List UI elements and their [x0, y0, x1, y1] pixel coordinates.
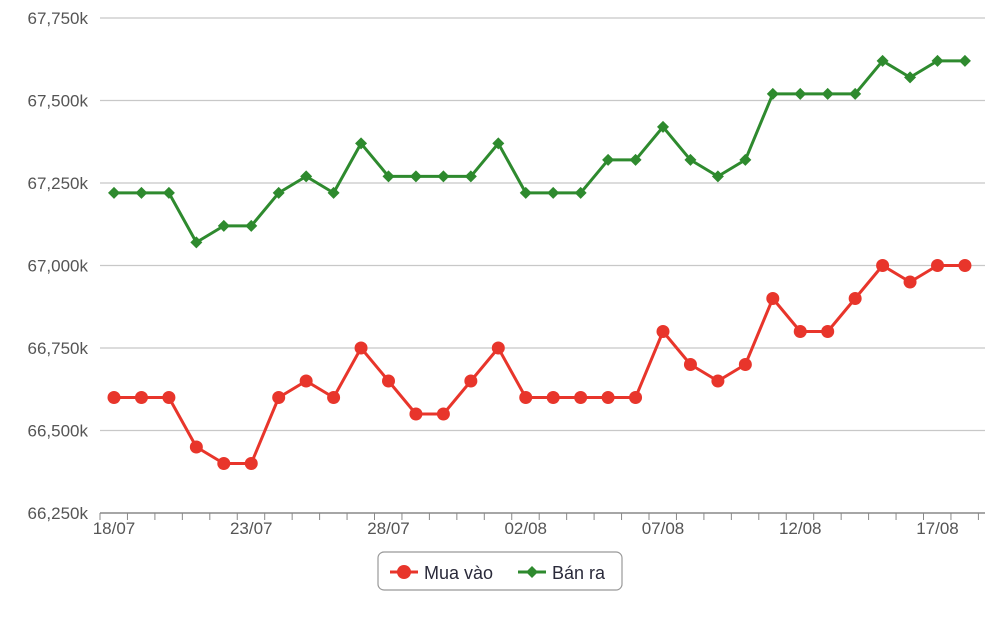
data-point-mua-vao[interactable]: [464, 374, 478, 388]
data-point-ban-ra[interactable]: [437, 170, 450, 183]
x-tick-label: 28/07: [367, 519, 410, 538]
data-point-ban-ra[interactable]: [272, 186, 285, 199]
data-point-ban-ra[interactable]: [766, 87, 779, 100]
data-point-mua-vao[interactable]: [821, 325, 835, 338]
data-point-mua-vao[interactable]: [409, 407, 423, 421]
y-tick-label: 67,500k: [28, 92, 89, 111]
data-point-ban-ra[interactable]: [355, 137, 368, 150]
data-point-mua-vao[interactable]: [134, 391, 148, 404]
legend-marker-ban-ra: [526, 566, 538, 578]
legend[interactable]: Mua vào Bán ra: [377, 551, 623, 591]
data-point-ban-ra[interactable]: [162, 186, 175, 199]
y-axis-ticks: 66,250k 66,500k 66,750k 67,000k 67,250k 67,50…: [28, 9, 89, 523]
data-point-ban-ra[interactable]: [135, 186, 148, 199]
data-point-mua-vao[interactable]: [711, 374, 725, 388]
data-point-mua-vao[interactable]: [382, 374, 395, 388]
data-point-mua-vao[interactable]: [931, 259, 944, 272]
data-point-ban-ra[interactable]: [602, 153, 615, 166]
data-point-mua-vao[interactable]: [299, 374, 313, 388]
x-tick-label: 12/08: [779, 519, 822, 538]
series-layer: [107, 54, 972, 470]
x-tick-label: 07/08: [642, 519, 685, 538]
data-point-mua-vao[interactable]: [244, 457, 258, 470]
series-line-ban-ra: [112, 59, 967, 244]
data-point-ban-ra[interactable]: [739, 153, 752, 166]
data-point-mua-vao[interactable]: [546, 391, 560, 404]
series-line-mua-vao: [112, 264, 967, 465]
data-point-ban-ra[interactable]: [245, 219, 258, 232]
data-point-ban-ra[interactable]: [574, 186, 587, 199]
data-point-mua-vao[interactable]: [738, 358, 752, 371]
data-point-mua-vao[interactable]: [436, 407, 450, 421]
data-point-mua-vao[interactable]: [683, 358, 697, 371]
data-point-ban-ra[interactable]: [629, 153, 642, 166]
x-tick-label: 17/08: [916, 519, 959, 538]
data-point-ban-ra[interactable]: [821, 87, 834, 100]
data-point-mua-vao[interactable]: [656, 325, 670, 338]
data-point-ban-ra[interactable]: [108, 186, 120, 199]
data-point-mua-vao[interactable]: [574, 391, 588, 404]
y-tick-label: 67,000k: [28, 257, 89, 276]
x-tick-label: 23/07: [230, 519, 273, 538]
data-point-ban-ra[interactable]: [684, 153, 697, 166]
data-point-mua-vao[interactable]: [272, 391, 286, 404]
data-point-mua-vao[interactable]: [958, 259, 972, 272]
data-point-ban-ra[interactable]: [547, 186, 560, 199]
data-point-ban-ra[interactable]: [409, 170, 422, 183]
legend-marker-mua-vao: [397, 565, 411, 579]
data-point-ban-ra[interactable]: [794, 87, 807, 100]
data-point-mua-vao[interactable]: [793, 325, 807, 338]
data-point-mua-vao[interactable]: [848, 292, 862, 305]
data-point-ban-ra[interactable]: [519, 186, 532, 199]
y-tick-label: 66,250k: [28, 504, 89, 523]
data-point-ban-ra[interactable]: [904, 71, 917, 84]
data-point-ban-ra[interactable]: [217, 219, 230, 232]
legend-box: [377, 551, 623, 591]
data-point-ban-ra[interactable]: [464, 170, 477, 183]
x-tick-label: 18/07: [93, 519, 136, 538]
data-point-mua-vao[interactable]: [601, 391, 615, 404]
data-point-mua-vao[interactable]: [107, 391, 121, 404]
data-point-mua-vao[interactable]: [766, 292, 780, 305]
data-point-ban-ra[interactable]: [711, 170, 724, 183]
data-point-mua-vao[interactable]: [491, 341, 505, 355]
data-point-mua-vao[interactable]: [903, 275, 917, 289]
data-point-ban-ra[interactable]: [931, 54, 944, 67]
data-point-ban-ra[interactable]: [657, 120, 669, 133]
data-point-mua-vao[interactable]: [354, 341, 368, 355]
y-tick-label: 67,250k: [28, 174, 89, 193]
data-point-ban-ra[interactable]: [876, 54, 889, 67]
legend-label-ban-ra: Bán ra: [552, 563, 606, 583]
data-point-mua-vao[interactable]: [519, 391, 533, 404]
data-point-ban-ra[interactable]: [300, 170, 313, 183]
data-point-ban-ra[interactable]: [382, 170, 395, 183]
data-point-mua-vao[interactable]: [876, 259, 890, 272]
data-point-mua-vao[interactable]: [629, 391, 643, 404]
data-point-ban-ra[interactable]: [492, 137, 505, 150]
data-point-ban-ra[interactable]: [849, 87, 862, 100]
legend-item-ban-ra[interactable]: Bán ra: [518, 563, 606, 583]
data-point-mua-vao[interactable]: [327, 391, 341, 404]
data-point-ban-ra[interactable]: [958, 54, 971, 67]
x-tick-label: 02/08: [504, 519, 547, 538]
x-axis: 18/07 23/07 28/07 02/08 07/08 12/08 17/08: [93, 513, 979, 538]
data-point-ban-ra[interactable]: [327, 186, 340, 199]
y-tick-label: 67,750k: [28, 9, 89, 28]
data-point-mua-vao[interactable]: [189, 440, 203, 454]
data-point-mua-vao[interactable]: [217, 457, 231, 470]
data-point-mua-vao[interactable]: [162, 391, 176, 404]
grid-lines: [100, 17, 985, 514]
legend-label-mua-vao: Mua vào: [424, 563, 493, 583]
legend-item-mua-vao[interactable]: Mua vào: [390, 563, 493, 583]
y-tick-label: 66,500k: [28, 422, 89, 441]
y-tick-label: 66,750k: [28, 339, 89, 358]
data-point-ban-ra[interactable]: [190, 236, 203, 249]
